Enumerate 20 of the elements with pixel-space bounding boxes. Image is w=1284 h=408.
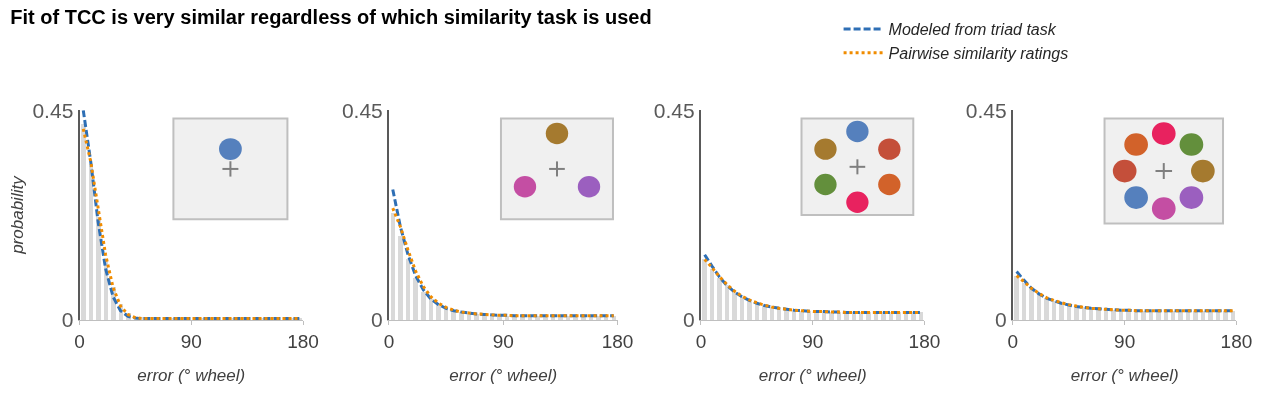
x-tick-label: 90	[1114, 330, 1136, 352]
x-tick-label: 180	[287, 330, 319, 352]
legend-label: Modeled from triad task	[888, 21, 1057, 39]
y-tick-label: 0.45	[341, 98, 383, 122]
y-tick-label: 0.45	[653, 98, 695, 122]
legend-label: Pairwise similarity ratings	[888, 44, 1069, 62]
y-tick-label: 0.45	[32, 98, 74, 122]
x-tick-label: 180	[601, 330, 634, 352]
x-tick-label: 90	[180, 330, 202, 352]
x-axis-title: error (° wheel)	[449, 366, 558, 386]
x-tick-label: 180	[908, 330, 941, 352]
x-axis-title: error (° wheel)	[1070, 366, 1179, 386]
y-tick-label: 0.45	[965, 98, 1007, 122]
chart-title: Fit of TCC is very similar regardless of which similarity task is used	[10, 6, 652, 29]
x-axis-title: error (° wheel)	[758, 366, 867, 386]
y-axis-title: probability	[8, 174, 28, 255]
x-tick-label: 180	[1220, 330, 1253, 352]
x-axis-title: error (° wheel)	[137, 366, 246, 386]
x-tick-label: 90	[492, 330, 514, 352]
x-tick-label: 90	[802, 330, 824, 352]
